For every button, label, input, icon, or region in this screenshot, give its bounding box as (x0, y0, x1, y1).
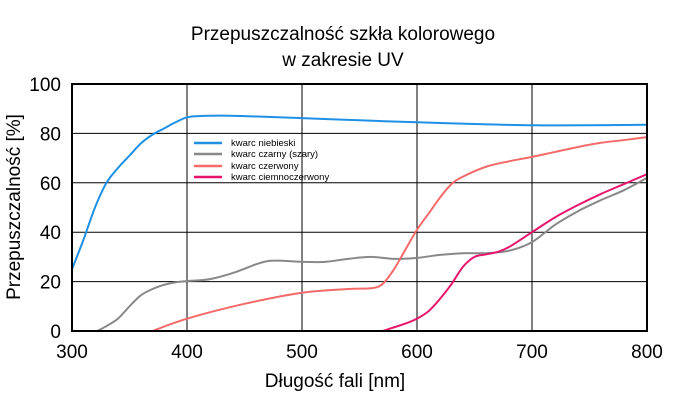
x-tick-label: 700 (516, 342, 548, 363)
y-tick-label: 80 (40, 124, 61, 145)
x-tick-label: 600 (401, 342, 433, 363)
chart-title-line-2: w zakresie UV (281, 50, 404, 71)
legend-label: kwarc ciemnoczerwony (231, 172, 329, 183)
series-line-2 (151, 136, 648, 332)
x-tick-label: 500 (286, 342, 318, 363)
x-tick-label: 400 (171, 342, 203, 363)
y-tick-label: 60 (40, 174, 61, 195)
series-group (71, 114, 648, 332)
x-tick-label: 300 (56, 342, 88, 363)
x-tick-label: 800 (631, 342, 663, 363)
y-tick-label: 20 (40, 273, 61, 294)
y-tick-labels: 0 20 40 60 80 100 (29, 75, 61, 343)
x-axis-label: Długość fali [nm] (265, 371, 405, 392)
legend-label: kwarc niebieski (231, 138, 295, 149)
series-line-0 (71, 114, 648, 271)
legend-label: kwarc czerwony (231, 161, 299, 172)
series-line-3 (381, 173, 648, 332)
y-tick-label: 100 (29, 75, 61, 96)
y-tick-label: 0 (50, 322, 61, 343)
y-axis-label: Przepuszczalność [%] (4, 114, 25, 300)
y-tick-label: 40 (40, 223, 61, 244)
series-line-1 (96, 176, 648, 332)
plot-frame (71, 83, 648, 332)
x-tick-labels: 300 400 500 600 700 800 (56, 342, 663, 363)
chart-title-line-1: Przepuszczalność szkła kolorowego (191, 24, 495, 45)
legend-label: kwarc czarny (szary) (231, 149, 318, 160)
